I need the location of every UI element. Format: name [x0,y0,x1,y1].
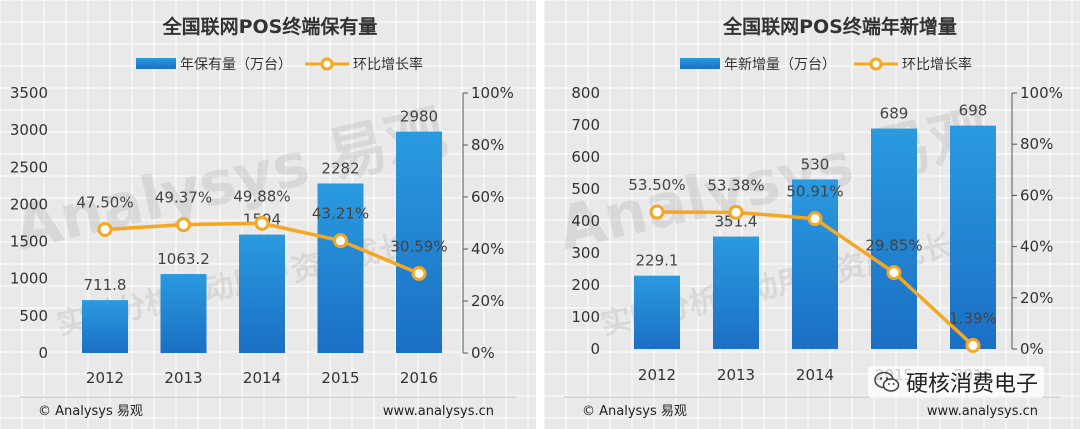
x-tick-label: 2013 [717,366,755,384]
growth-rate-point [97,222,113,237]
growth-rate-point [886,265,902,281]
y-left-tick-label: 0 [38,344,48,362]
bar-value-label: 2980 [400,108,438,126]
bar [396,131,442,353]
bar-value-label: 711.8 [84,276,127,294]
wechat-icon [874,371,900,392]
bar [792,179,838,349]
growth-rate-point [254,215,270,231]
bar-value-label: 698 [959,102,988,120]
legend-label-line: 环比增长率 [902,56,972,73]
y-right-tick-label: 0% [471,344,495,362]
growth-rate-point [649,204,665,220]
growth-rate-point [807,211,823,227]
bar-value-label: 530 [801,155,830,173]
bar-value-label: 689 [880,105,909,123]
growth-rate-label: 50.91% [786,183,843,201]
growth-rate-point [728,204,744,220]
growth-rate-label: 49.88% [233,187,290,205]
y-right-tick-label: 40% [1020,238,1053,256]
bar [871,128,917,349]
x-tick-label: 2015 [321,369,359,387]
y-left-tick-label: 300 [571,244,600,262]
left-chart-panel: Analysys 易观 实时分析驱动用户资产成长 全国联网POS终端保有量 年保有量（… [0,0,536,429]
y-right-tick-label: 100% [1020,84,1063,102]
growth-rate-label: 43.21% [312,205,369,223]
chart-title: 全国联网POS终端年新增量 [722,15,957,38]
bar [713,236,759,349]
y-right-tick-label: 100% [471,84,514,102]
bar-value-label: 351.4 [715,213,758,231]
x-tick-label: 2012 [86,369,124,387]
growth-rate-label: 47.50% [76,194,133,212]
footer-source: © Analysys 易观 [582,404,687,419]
bar-value-label: 229.1 [636,252,679,270]
y-left-tick-label: 2000 [10,195,48,213]
growth-rate-point [965,337,981,353]
x-tick-label: 2013 [164,369,202,387]
bar [160,274,207,353]
y-right-tick-label: 40% [471,240,504,258]
bar [239,234,285,353]
y-left-tick-label: 500 [571,180,600,198]
footer-url: www.analysys.cn [927,404,1038,419]
x-tick-label: 2014 [243,369,281,387]
wechat-label: 硬核消费电子 [905,372,1038,397]
wechat-badge: 硬核消费电子 [867,366,1044,398]
footer-source: © Analysys 易观 [38,404,143,419]
y-right-tick-label: 60% [1020,186,1053,204]
y-left-tick-label: 700 [571,116,600,134]
growth-rate-label: 29.85% [865,237,922,255]
y-left-tick-label: 3500 [10,84,48,102]
legend-swatch-bar [136,58,176,69]
y-left-tick-label: 2500 [10,158,48,176]
x-tick-label: 2014 [796,366,834,384]
y-right-tick-label: 20% [471,292,504,310]
legend-label-bar: 年新增量（万台） [724,57,836,73]
growth-rate-label: 1.39% [949,309,997,327]
right-chart: Analysys 易观实时分析驱动用户资产成长全国联网POS终端年新增量年新增量… [544,0,1080,429]
growth-rate-point [411,265,427,281]
legend-label-bar: 年保有量（万台） [180,57,292,73]
legend-swatch-marker [320,57,334,71]
x-tick-label: 2012 [638,366,676,384]
y-right-tick-label: 80% [471,136,504,154]
y-left-tick-label: 500 [19,307,48,325]
legend-swatch-marker [869,57,883,71]
growth-rate-label: 49.37% [155,189,212,207]
legend-label-line: 环比增长率 [353,56,423,73]
y-right-tick-label: 60% [471,188,504,206]
y-left-tick-label: 100 [571,308,600,326]
footer-url: www.analysys.cn [383,404,494,419]
growth-rate-label: 53.38% [707,176,764,194]
bar [82,300,128,353]
left-chart: Analysys 易观实时分析驱动用户资产成长全国联网POS终端保有量年保有量（… [0,0,536,429]
x-tick-label: 2016 [400,369,438,387]
y-left-tick-label: 1000 [10,270,48,288]
growth-rate-label: 53.50% [628,176,685,194]
bar [317,183,364,353]
y-left-tick-label: 800 [571,84,600,102]
chart-title: 全国联网POS终端保有量 [162,15,378,38]
bar-value-label: 1063.2 [157,250,210,268]
bar [950,125,996,349]
growth-rate-point [176,217,191,233]
y-right-tick-label: 0% [1020,340,1044,358]
y-right-tick-label: 20% [1020,289,1053,307]
growth-rate-point [333,233,348,249]
bar [634,275,680,349]
y-left-tick-label: 600 [571,148,600,166]
y-left-tick-label: 200 [571,276,600,294]
y-left-tick-label: 1500 [10,233,48,251]
y-left-tick-label: 3000 [10,121,48,139]
growth-rate-label: 30.59% [390,237,447,255]
bar-value-label: 2282 [321,159,359,177]
y-right-tick-label: 80% [1020,135,1053,153]
y-left-tick-label: 0 [590,340,600,358]
y-left-tick-label: 400 [571,212,600,230]
right-chart-panel: Analysys 易观 实时分析驱动用户资产成长 全国联网POS终端年新增量 年新增量… [544,0,1080,429]
legend-swatch-bar [680,58,720,69]
